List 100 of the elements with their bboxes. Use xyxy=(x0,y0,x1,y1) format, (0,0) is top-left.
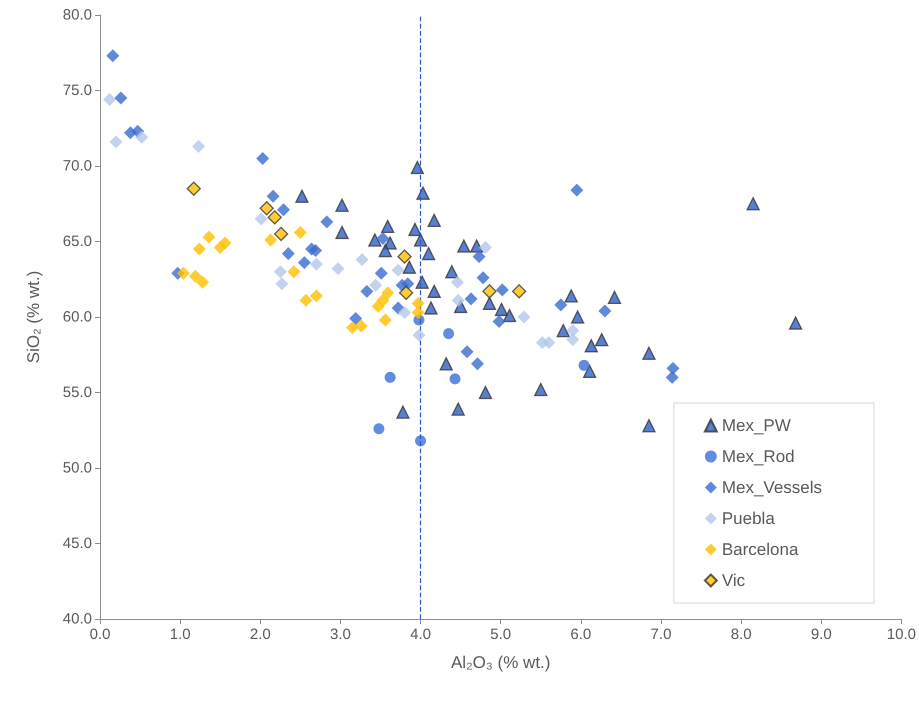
x-tick-label: 9.0 xyxy=(810,626,832,643)
point xyxy=(478,386,492,400)
y-tick-label: 60.0 xyxy=(62,308,92,326)
point xyxy=(287,265,300,278)
point xyxy=(492,315,506,328)
point xyxy=(310,289,323,302)
point xyxy=(266,190,280,203)
x-tick-label: 0.0 xyxy=(90,626,110,643)
point xyxy=(335,198,349,212)
point xyxy=(445,265,458,278)
point xyxy=(642,346,656,360)
point xyxy=(584,339,598,352)
x-tick-label: 5.0 xyxy=(490,626,512,643)
point xyxy=(135,130,148,144)
point xyxy=(196,276,210,289)
point xyxy=(260,201,274,216)
point xyxy=(397,249,412,264)
legend-label: Vic xyxy=(722,571,746,590)
point xyxy=(416,186,430,200)
x-tick-label: 3.0 xyxy=(330,626,351,643)
point xyxy=(566,324,580,338)
point xyxy=(496,283,509,296)
x-tick-label: 10.0 xyxy=(886,626,916,643)
point xyxy=(476,271,490,284)
legend-label: Mex_Vessels xyxy=(722,478,822,497)
point xyxy=(788,316,802,330)
point xyxy=(542,336,556,350)
point xyxy=(299,294,312,307)
point xyxy=(106,49,120,62)
point xyxy=(398,286,414,300)
point xyxy=(360,284,374,298)
point xyxy=(103,93,116,106)
y-tick-label: 50.0 xyxy=(62,460,92,476)
point xyxy=(378,244,392,258)
point xyxy=(192,242,206,256)
point xyxy=(368,233,382,247)
point xyxy=(274,265,287,278)
y-tick-label: 40.0 xyxy=(62,610,92,628)
point xyxy=(295,190,309,203)
point xyxy=(202,230,216,244)
point xyxy=(410,160,424,174)
point xyxy=(570,310,584,324)
point xyxy=(294,226,307,239)
point xyxy=(457,239,470,253)
point xyxy=(332,262,345,276)
point xyxy=(218,236,232,250)
point xyxy=(254,212,268,226)
point xyxy=(277,203,290,216)
point xyxy=(517,310,530,324)
point xyxy=(396,405,410,419)
x-tick-label: 8.0 xyxy=(730,626,752,643)
point xyxy=(450,276,464,289)
point xyxy=(534,382,548,396)
point xyxy=(424,301,438,315)
x-tick-label: 1.0 xyxy=(170,626,191,643)
point xyxy=(470,357,484,370)
point xyxy=(381,220,394,234)
point xyxy=(595,333,608,346)
point xyxy=(564,289,578,303)
point xyxy=(494,302,508,316)
point xyxy=(392,264,405,277)
point xyxy=(354,320,368,333)
point xyxy=(298,256,311,270)
point xyxy=(416,276,429,289)
point xyxy=(472,250,486,264)
point xyxy=(512,284,526,298)
point xyxy=(346,321,359,334)
point xyxy=(188,270,202,283)
point xyxy=(478,241,492,254)
point xyxy=(554,298,568,312)
point xyxy=(598,304,612,318)
point xyxy=(578,360,590,371)
point xyxy=(502,308,516,322)
point xyxy=(356,253,369,266)
point xyxy=(376,232,390,245)
point xyxy=(450,373,461,384)
point xyxy=(176,266,190,280)
point xyxy=(566,333,580,346)
point xyxy=(369,278,382,292)
point xyxy=(186,182,201,196)
point xyxy=(464,292,478,306)
legend-label: Puebla xyxy=(722,509,776,528)
point xyxy=(282,247,295,260)
point xyxy=(428,284,441,298)
point xyxy=(275,277,288,290)
legend-label: Mex_PW xyxy=(722,416,791,435)
y-axis-title: SiO₂ (% wt.) xyxy=(24,270,43,364)
point xyxy=(414,233,428,247)
point xyxy=(309,244,322,258)
point xyxy=(384,372,396,383)
point xyxy=(642,419,656,432)
x-tick-label: 4.0 xyxy=(410,626,431,643)
point xyxy=(378,314,392,327)
point xyxy=(335,226,349,240)
point xyxy=(570,184,584,197)
point xyxy=(443,328,454,340)
point xyxy=(482,284,497,298)
y-tick-label: 80.0 xyxy=(62,6,92,24)
point xyxy=(402,260,416,274)
point xyxy=(381,286,394,300)
